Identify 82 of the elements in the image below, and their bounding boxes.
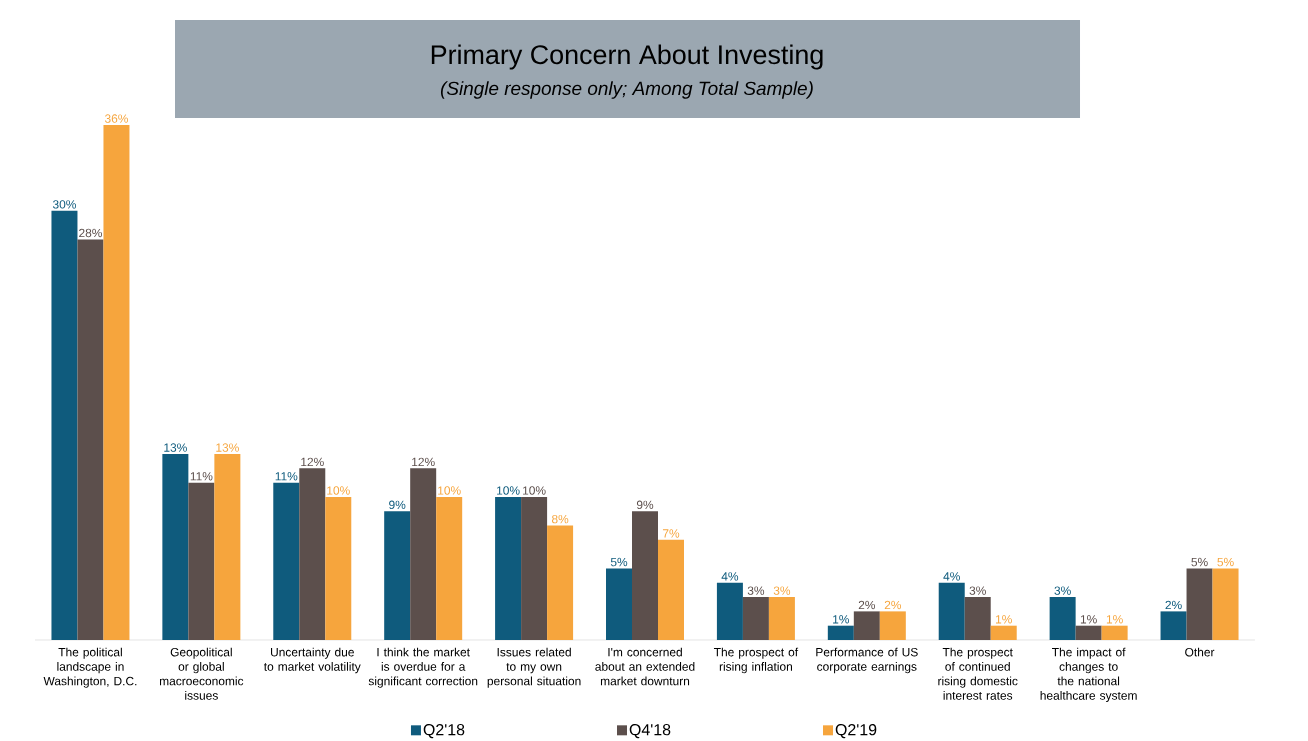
bar: [1101, 625, 1128, 641]
x-tick-label: I think the market is overdue for a significant correction: [368, 647, 478, 688]
x-tick-label: Other: [1185, 647, 1215, 657]
bar: [1049, 597, 1076, 641]
data-label: 7%: [662, 529, 680, 538]
bar: [299, 468, 326, 641]
bar: [77, 239, 104, 641]
bar: [384, 511, 411, 641]
data-label: 10%: [327, 486, 350, 495]
bar: [410, 468, 437, 641]
x-tick-label: Performance of US corporate earnings: [816, 647, 918, 674]
data-label: 9%: [389, 500, 406, 510]
bar: [768, 597, 795, 641]
data-label: 2%: [858, 600, 876, 610]
x-tick-label: The political landscape in Washington, D.C.: [43, 647, 137, 688]
bar: [606, 568, 632, 641]
data-label: 3%: [969, 586, 986, 596]
data-label: 2%: [884, 600, 902, 610]
x-tick-label: The prospect of continued rising domestic interest rates: [938, 647, 1018, 700]
bar: [214, 454, 241, 641]
bar: [325, 497, 352, 641]
x-tick-label: The impact of changes to the national healthcare system: [1040, 647, 1137, 703]
bar: [742, 597, 769, 641]
bar: [51, 211, 78, 641]
bar: [853, 611, 880, 641]
data-label: 36%: [104, 114, 128, 123]
data-label: 10%: [523, 486, 546, 495]
data-label: 10%: [497, 486, 520, 495]
data-label: 1%: [1080, 615, 1097, 624]
data-label: 11%: [275, 472, 298, 481]
data-label: 30%: [52, 200, 76, 209]
data-label: 10%: [438, 486, 461, 495]
bar: [495, 497, 522, 641]
data-label: 3%: [1054, 586, 1071, 596]
bar: [1186, 568, 1213, 641]
bar: [1212, 568, 1239, 641]
data-label: 1%: [995, 615, 1012, 624]
data-label: 2%: [1165, 600, 1182, 610]
data-label: 9%: [636, 500, 654, 510]
chart-title: Primary Concern About Investing: [431, 44, 823, 70]
bar: [938, 582, 965, 641]
data-label: 13%: [164, 443, 187, 452]
bar: [436, 497, 463, 641]
data-label: 4%: [721, 572, 739, 581]
bar: [547, 525, 574, 641]
bar: [521, 497, 548, 641]
data-label: 1%: [833, 615, 850, 624]
legend-label: Q4'18: [629, 724, 671, 739]
chart-subtitle: (Single response only; Among Total Sample): [440, 81, 813, 99]
bar: [716, 582, 743, 641]
x-tick-label: Uncertainty due to market volatility: [263, 647, 361, 674]
bar: [1075, 625, 1102, 641]
data-label: 5%: [1191, 558, 1208, 567]
data-label: 12%: [412, 457, 435, 467]
data-label: 3%: [747, 586, 765, 596]
bar: [103, 125, 130, 641]
bar: [964, 597, 991, 641]
data-label: 1%: [1106, 615, 1123, 624]
data-label: 11%: [190, 472, 213, 481]
bar: [827, 625, 854, 641]
bar: [658, 540, 684, 641]
x-tick-label: Issues related to my own personal situation: [487, 647, 581, 688]
data-label: 3%: [773, 586, 791, 596]
bar: [632, 511, 658, 641]
bar: [1160, 611, 1187, 641]
legend-label: Q2'18: [423, 724, 465, 739]
bar: [273, 482, 300, 641]
data-label: 12%: [301, 457, 324, 467]
data-label: 13%: [216, 443, 239, 452]
data-label: 5%: [610, 558, 628, 567]
x-tick-label: The prospect of rising inflation: [713, 647, 799, 674]
bar: [879, 611, 906, 641]
data-label: 28%: [79, 228, 102, 238]
x-tick-label: I'm concerned about an extended market downturn: [595, 647, 695, 686]
legend-label: Q2'19: [835, 724, 877, 739]
data-label: 5%: [1217, 558, 1234, 567]
bar: [162, 454, 189, 641]
x-tick-label: Geopolitical or global macroeconomic issues: [159, 647, 244, 700]
bar: [188, 482, 215, 641]
data-label: 4%: [943, 572, 960, 581]
bar: [990, 625, 1017, 641]
data-label: 8%: [551, 515, 569, 524]
